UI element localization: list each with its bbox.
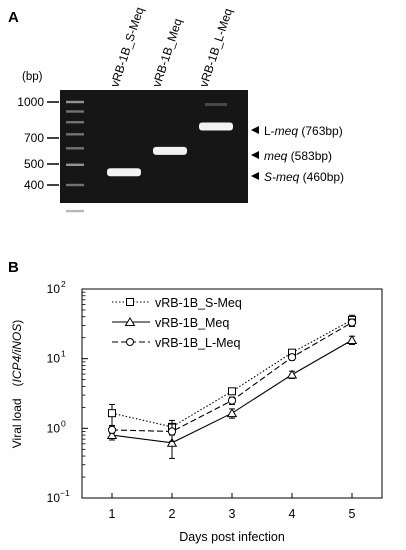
data-point-l-meq bbox=[287, 353, 297, 362]
band-label-l-meq-name: L- bbox=[264, 124, 275, 138]
ladder-band bbox=[66, 163, 84, 166]
y-axis-label: Viral load (ICP4/iNOS) bbox=[10, 320, 24, 449]
y-axis-label-italic: ICP4/iNOS bbox=[10, 324, 24, 383]
band-label-s-meq-italic: S-meq bbox=[264, 170, 300, 184]
ladder-label-700: 700 bbox=[24, 131, 44, 145]
y-tick-label-exponent: 1 bbox=[61, 349, 66, 359]
y-tick-label-exponent: 2 bbox=[61, 279, 66, 289]
bp-unit-label: (bp) bbox=[22, 71, 43, 83]
band-label-l-meq-size: (763bp) bbox=[298, 124, 343, 138]
ladder-label-1000: 1000 bbox=[17, 95, 44, 109]
data-point-meq bbox=[226, 408, 238, 418]
data-point-l-meq bbox=[227, 396, 237, 405]
ladder-label-400: 400 bbox=[24, 178, 44, 192]
legend: vRB-1B_S-Meq vRB-1B_Meq vRB-1B_L-Meq bbox=[112, 296, 242, 350]
x-tick-label: 5 bbox=[349, 507, 356, 521]
data-point-l-meq bbox=[167, 427, 177, 436]
x-axis-label: Days post infection bbox=[179, 530, 285, 544]
ladder-band bbox=[66, 100, 84, 104]
gel-band-meq bbox=[153, 146, 187, 155]
arrow-icon bbox=[251, 126, 259, 134]
panel-a-letter: A bbox=[8, 9, 19, 26]
data-point-meq bbox=[286, 369, 298, 379]
arrow-icon bbox=[251, 151, 259, 159]
panel-b-letter: B bbox=[8, 259, 19, 276]
band-label-meq-size: (583bp) bbox=[287, 149, 332, 163]
legend-circle-marker-icon bbox=[126, 338, 134, 346]
ladder-band bbox=[66, 183, 84, 187]
gel-band-s-meq bbox=[107, 168, 141, 177]
ladder-band bbox=[66, 110, 84, 113]
ladder-band bbox=[66, 121, 84, 124]
series-line-s-meq bbox=[111, 319, 353, 428]
ladder-band bbox=[66, 133, 84, 136]
data-point-l-meq bbox=[107, 425, 117, 434]
band-label-meq-italic: meq bbox=[264, 149, 288, 163]
y-axis-label-prefix: Viral load ( bbox=[10, 382, 24, 448]
panel-a-gel: A (bp) vRB-1B_S-Meq vRB-1B_Meq vRB-1B_L-… bbox=[8, 5, 344, 213]
y-tick-label-exponent: −1 bbox=[60, 488, 70, 498]
y-tick-label: 10 bbox=[47, 282, 61, 296]
y-tick-label: 10 bbox=[47, 491, 61, 505]
lane-label-meq: vRB-1B_Meq bbox=[150, 17, 185, 89]
data-point-meq bbox=[106, 430, 118, 439]
x-tick-label: 4 bbox=[289, 507, 296, 521]
band-label-l-meq-italic: meq bbox=[275, 124, 299, 138]
data-point-meq bbox=[166, 437, 178, 447]
y-tick-label: 10 bbox=[47, 421, 61, 435]
band-label-s-meq-size: (460bp) bbox=[299, 170, 344, 184]
x-tick-label: 2 bbox=[169, 507, 176, 521]
gel-image bbox=[60, 90, 248, 203]
ladder-label-500: 500 bbox=[24, 157, 44, 171]
series-markers bbox=[106, 314, 358, 459]
panel-b-chart: B Viral load (ICP4/iNOS) Days post infec… bbox=[8, 259, 383, 544]
legend-label-meq: vRB-1B_Meq bbox=[155, 316, 229, 330]
legend-label-s-meq: vRB-1B_S-Meq bbox=[155, 296, 242, 310]
band-label-l-meq: L-meq (763bp) bbox=[264, 124, 343, 138]
band-annotation-meq: meq (583bp) bbox=[251, 149, 332, 163]
ladder-labels: 1000 700 500 400 bbox=[17, 95, 59, 192]
x-tick-label: 3 bbox=[229, 507, 236, 521]
data-point-meq bbox=[346, 335, 358, 344]
data-point-l-meq bbox=[347, 318, 357, 327]
data-point-s-meq bbox=[228, 387, 236, 396]
lane-label-l-meq: vRB-1B_L-Meq bbox=[197, 7, 236, 89]
x-tick-label: 1 bbox=[109, 507, 116, 521]
y-tick-label-exponent: 0 bbox=[61, 418, 66, 428]
band-label-s-meq: S-meq (460bp) bbox=[264, 170, 344, 184]
y-axis-label-suffix: ) bbox=[10, 320, 24, 324]
legend-square-marker-icon bbox=[126, 298, 134, 306]
gel-band-l-meq bbox=[199, 122, 233, 131]
gel-marks bbox=[66, 100, 233, 213]
ladder-band bbox=[66, 147, 84, 150]
band-annotation-s-meq: S-meq (460bp) bbox=[251, 170, 344, 184]
ladder-band bbox=[66, 209, 84, 213]
y-tick-label: 10 bbox=[47, 352, 61, 366]
band-annotation-l-meq: L-meq (763bp) bbox=[251, 124, 343, 138]
gel-smear bbox=[205, 103, 227, 106]
band-label-meq: meq (583bp) bbox=[264, 149, 332, 163]
data-point-s-meq bbox=[108, 409, 116, 418]
legend-triangle-marker-icon bbox=[124, 317, 136, 326]
legend-label-l-meq: vRB-1B_L-Meq bbox=[155, 336, 240, 350]
axis-ticks: 10 −110 010 110 21 2 3 4 5 bbox=[47, 279, 356, 521]
lane-label-s-meq: vRB-1B_S-Meq bbox=[108, 5, 147, 89]
arrow-icon bbox=[251, 172, 259, 180]
